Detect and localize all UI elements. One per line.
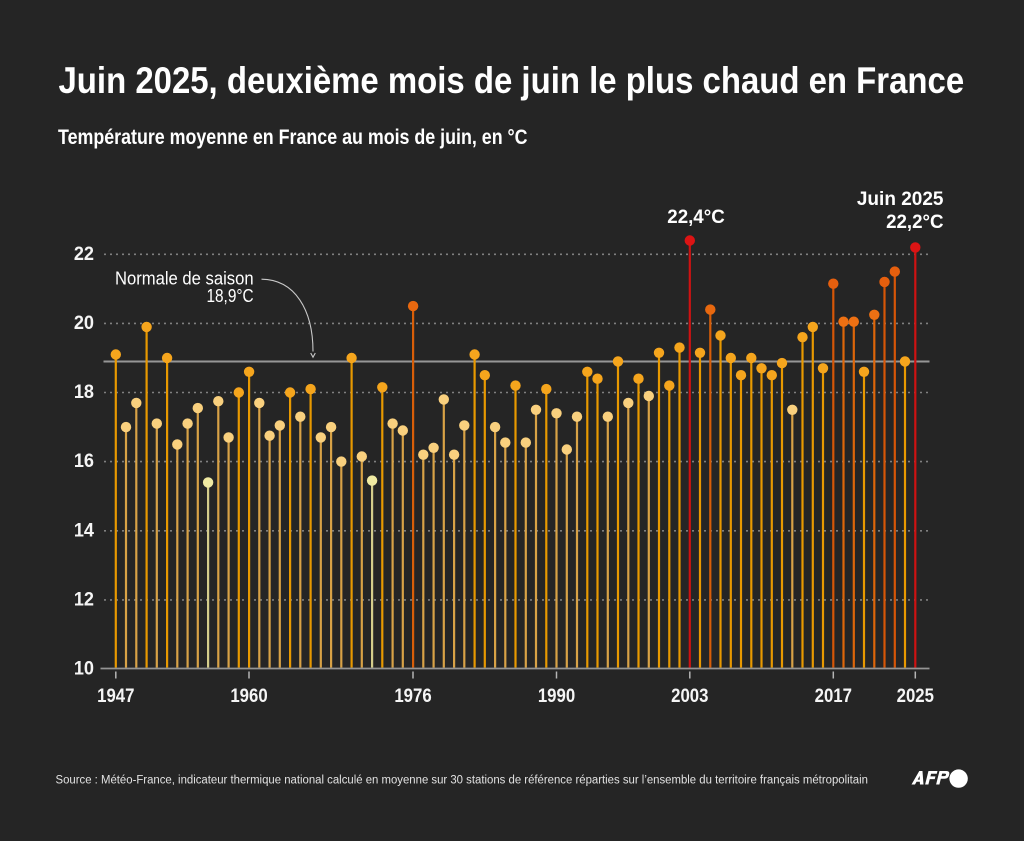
svg-text:1990: 1990 bbox=[538, 685, 575, 706]
svg-text:22,2°C: 22,2°C bbox=[886, 212, 944, 233]
svg-text:1976: 1976 bbox=[394, 685, 431, 706]
svg-text:Normale de saison: Normale de saison bbox=[115, 268, 254, 289]
svg-text:16: 16 bbox=[74, 449, 94, 471]
svg-text:Juin 2025: Juin 2025 bbox=[857, 189, 944, 210]
svg-text:Température moyenne en France: Température moyenne en France au mois de… bbox=[58, 126, 528, 150]
svg-text:18,9°C: 18,9°C bbox=[206, 286, 253, 307]
svg-text:Source : Météo-France, indicat: Source : Météo-France, indicateur thermi… bbox=[56, 773, 868, 786]
svg-text:10: 10 bbox=[74, 657, 94, 679]
svg-text:1960: 1960 bbox=[230, 685, 267, 706]
svg-text:1947: 1947 bbox=[97, 685, 134, 706]
svg-text:Juin 2025, deuxième mois de ju: Juin 2025, deuxième mois de juin le plus… bbox=[59, 60, 965, 101]
svg-text:14: 14 bbox=[74, 519, 95, 541]
svg-text:2003: 2003 bbox=[671, 685, 708, 706]
svg-text:2025: 2025 bbox=[897, 685, 934, 706]
svg-text:12: 12 bbox=[74, 588, 94, 610]
svg-text:22: 22 bbox=[74, 242, 94, 264]
svg-text:22,4°C: 22,4°C bbox=[667, 207, 725, 228]
svg-text:18: 18 bbox=[74, 380, 94, 402]
svg-text:20: 20 bbox=[74, 311, 94, 333]
svg-text:2017: 2017 bbox=[815, 685, 852, 706]
